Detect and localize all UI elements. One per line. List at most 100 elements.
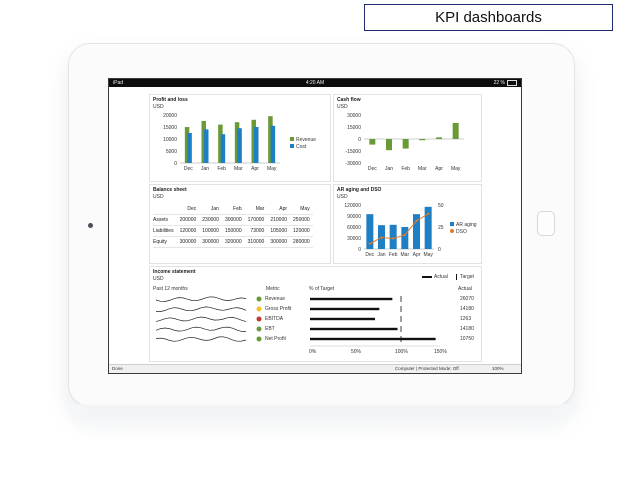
cash-flow-bar [436, 137, 442, 139]
balance-sheet-unit: USD [153, 194, 164, 200]
x-tick-label: Feb [217, 166, 226, 172]
cash-flow-bar [402, 139, 409, 149]
balance-sheet-header: Jan [199, 204, 222, 215]
table-cell: 300000 [267, 236, 291, 248]
cash-flow-chart: 30000 15000 0 -15000 -30000 Dec Jan Feb Mar Apr Ma… [345, 113, 464, 172]
pct-target-header: % of Target [309, 286, 335, 292]
status-dot [256, 306, 262, 312]
status-dot [256, 296, 262, 302]
y2-tick-label: 50 [438, 203, 444, 209]
table-cell: 320000 [221, 236, 245, 248]
table-row: Liabilities 120000 100000 150000 73000 1… [153, 225, 313, 237]
cash-flow-bar [452, 123, 459, 139]
x-tick-label: May [423, 252, 433, 258]
metric-header: Metric [266, 286, 280, 292]
battery-icon [507, 79, 517, 86]
table-cell: 105000 [267, 225, 291, 237]
y-tick-label: -15000 [345, 149, 361, 155]
profit-loss-unit: USD [153, 104, 164, 110]
legend-label: DSO [456, 229, 467, 235]
status-time: 4:20 AM [305, 80, 325, 86]
table-cell: Liabilities [153, 225, 177, 237]
metric-label: Gross Profit [265, 306, 292, 312]
legend-label: Revenue [296, 137, 316, 143]
actual-legend-label: Actual [434, 274, 448, 280]
status-dot [256, 326, 262, 332]
target-legend-label: Target [460, 274, 474, 280]
bar-cost [204, 129, 209, 163]
table-cell: Assets [153, 214, 177, 226]
balance-sheet-header [153, 204, 177, 215]
table-cell: 150000 [221, 225, 245, 237]
x-tick-label: Jan [201, 166, 209, 172]
table-row: Equity 300000 300000 320000 310000 30000… [153, 236, 313, 248]
table-cell: Equity [153, 236, 177, 248]
ar-aging-bar [413, 214, 420, 249]
bar-revenue [201, 121, 206, 163]
sparkline [155, 296, 247, 302]
income-statement-unit: USD [153, 276, 164, 282]
bar-revenue [218, 124, 223, 163]
balance-sheet-header: Dec [176, 204, 200, 215]
cash-flow-bar [369, 139, 376, 145]
sparkline [155, 316, 247, 322]
dso-point [415, 219, 418, 223]
battery-status: 22 % [494, 79, 517, 87]
status-bar: iPad 4:20 AM 22 % [109, 79, 521, 87]
zoom-level[interactable]: 100% [492, 366, 504, 371]
metric-label: EBT [265, 326, 275, 332]
bar-cost [220, 134, 226, 163]
actual-bar [310, 327, 398, 331]
bar-cost [237, 128, 242, 163]
ar-aging-bar [424, 206, 432, 249]
balance-sheet-header-row: Dec Jan Feb Mar Apr May [153, 204, 313, 215]
camera-icon [88, 223, 93, 228]
target-legend-marker [456, 274, 457, 280]
table-cell: 200000 [176, 214, 200, 226]
dso-point [391, 237, 395, 240]
legend-label: AR aging [456, 222, 477, 228]
legend-label: Cost [296, 144, 307, 150]
axis-label: 50% [351, 349, 362, 355]
x-tick-label: May [451, 166, 461, 172]
legend-swatch [450, 222, 454, 226]
actual-value: 1263 [460, 316, 472, 322]
sparkline [155, 336, 247, 342]
table-row: Assets 200000 230000 300000 170000 21000… [153, 214, 313, 226]
x-tick-label: Dec [368, 166, 377, 172]
cash-flow-panel: Cash flow USD 30000 15000 0 -15000 -30000 Dec… [333, 94, 482, 182]
bar-cost [254, 127, 259, 163]
actual-bar [310, 297, 393, 301]
table-cell: 300000 [176, 236, 200, 248]
x-tick-label: Apr [435, 166, 443, 172]
y-tick-label: 20000 [163, 113, 177, 119]
home-button[interactable] [537, 211, 555, 236]
cash-flow-bar [386, 139, 392, 151]
income-statement-panel: Income statement USD Actual Target Past … [149, 266, 482, 362]
x-tick-label: Mar [401, 252, 410, 258]
y-tick-label: 90000 [347, 214, 361, 220]
device-label: iPad [113, 80, 124, 86]
y-tick-label: 10000 [163, 137, 177, 143]
actual-value: 14180 [460, 326, 474, 332]
ar-aging-bar [366, 214, 374, 249]
bar-cost [187, 133, 192, 163]
sparkline [155, 306, 247, 312]
table-cell: 210000 [267, 214, 291, 226]
cash-flow-bar [419, 139, 426, 141]
x-tick-label: Feb [401, 166, 410, 172]
actual-bar [310, 307, 380, 311]
y2-tick-label: 25 [438, 225, 444, 231]
dso-line [369, 213, 429, 245]
x-tick-label: Apr [413, 252, 421, 258]
ar-aging-panel: AR aging and DSO USD 120000 90000 60000 300… [333, 184, 482, 264]
x-tick-label: Mar [418, 166, 427, 172]
ar-aging-unit: USD [337, 194, 348, 200]
table-cell: 73000 [244, 225, 268, 237]
past-months-header: Past 12 months [153, 286, 188, 292]
actual-value: 10750 [460, 336, 474, 342]
y-tick-label: 30000 [347, 113, 361, 119]
status-dot [256, 316, 262, 322]
actual-legend-swatch [422, 276, 432, 278]
